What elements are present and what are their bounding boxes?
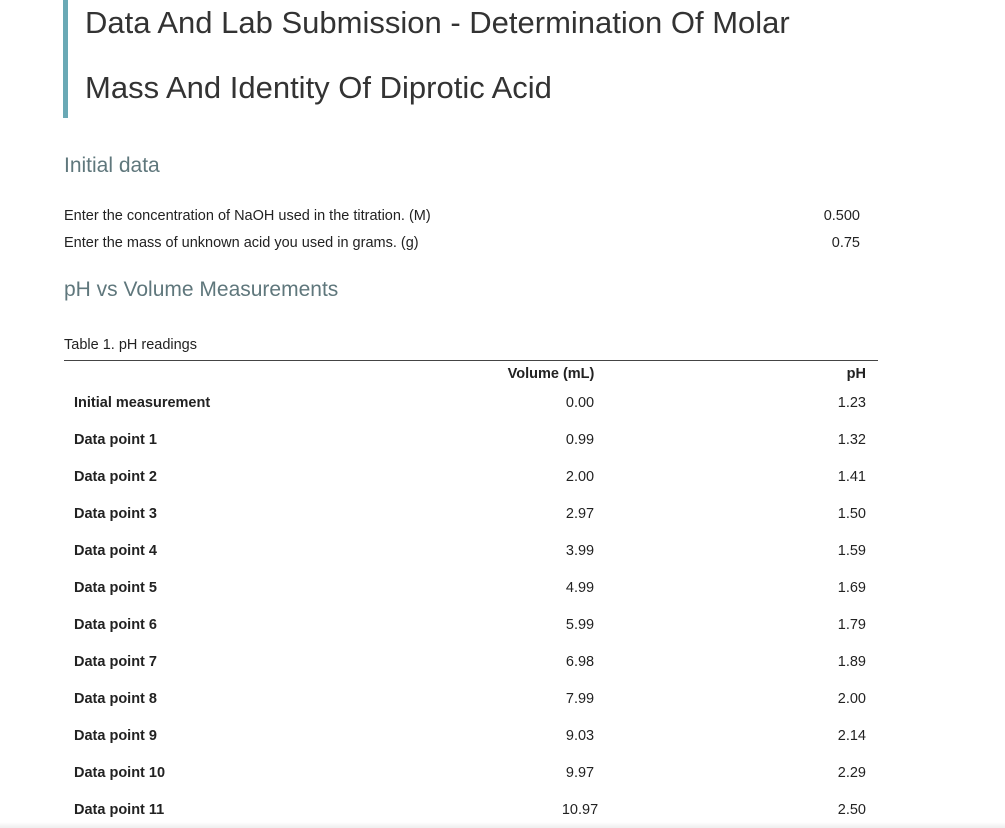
volume-cell: 2.00 [565,469,595,485]
volume-cell: 5.99 [565,617,595,633]
ph-cell: 1.59 [837,543,866,559]
page-title: Data And Lab Submission - Determination … [85,5,790,105]
row-label: Data point 3 [74,506,157,522]
row-label: Data point 6 [74,617,157,633]
volume-cell: 9.03 [565,728,595,744]
table-caption: Table 1. pH readings [64,337,197,353]
ph-cell: 1.41 [837,469,866,485]
scroll-fade [0,822,1005,828]
column-header: pH [846,366,866,382]
volume-cell: 0.99 [565,432,595,448]
ph-cell: 2.00 [837,691,866,707]
ph-cell: 1.50 [837,506,866,522]
ph-cell: 2.29 [837,765,866,781]
row-label: Data point 8 [74,691,157,707]
volume-cell: 2.97 [565,506,595,522]
row-label: Data point 2 [74,469,157,485]
column-header: Volume (mL) [507,366,595,382]
section-heading: pH vs Volume Measurements [64,278,339,301]
volume-cell: 3.99 [565,543,595,559]
row-label: Data point 10 [74,765,166,781]
row-label: Data point 11 [74,802,165,818]
row-label: Data point 7 [74,654,157,670]
row-label: Initial measurement [74,395,211,411]
volume-cell: 0.00 [565,395,595,411]
field-label: Enter the concentration of NaOH used in … [64,208,431,224]
field-value: 0.75 [831,235,860,251]
volume-cell: 7.99 [565,691,595,707]
row-label: Data point 1 [74,432,157,448]
field-value: 0.500 [823,208,860,224]
ph-cell: 2.14 [837,728,866,744]
title-accent [63,0,68,118]
ph-cell: 1.69 [837,580,866,596]
row-label: Data point 9 [74,728,157,744]
ph-cell: 1.23 [837,395,866,411]
section-heading: Initial data [64,154,160,177]
volume-cell: 6.98 [565,654,595,670]
row-label: Data point 4 [74,543,157,559]
volume-cell: 4.99 [565,580,595,596]
volume-cell: 10.97 [561,802,599,818]
table-rule [64,360,878,361]
row-label: Data point 5 [74,580,157,596]
ph-cell: 1.79 [837,617,866,633]
ph-cell: 1.89 [837,654,866,670]
ph-cell: 2.50 [837,802,866,818]
ph-cell: 1.32 [837,432,866,448]
volume-cell: 9.97 [565,765,595,781]
field-label: Enter the mass of unknown acid you used … [64,235,419,251]
